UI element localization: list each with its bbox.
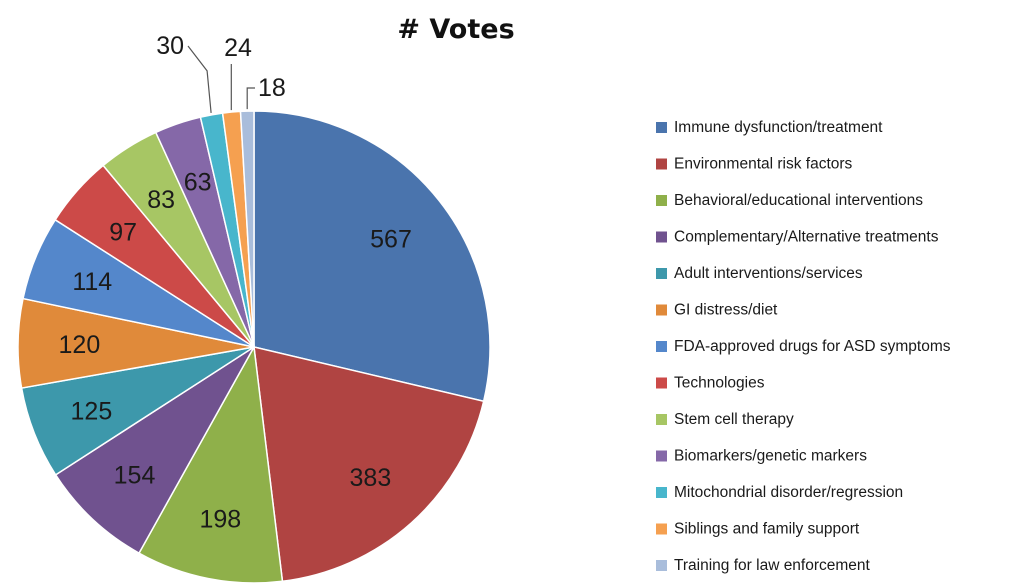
legend-item: GI distress/diet <box>656 302 778 319</box>
legend-swatch <box>656 560 667 571</box>
legend-label: Mitochondrial disorder/regression <box>674 484 903 501</box>
legend-label: Training for law enforcement <box>674 557 871 574</box>
legend-item: Biomarkers/genetic markers <box>656 448 867 465</box>
legend-item: Adult interventions/services <box>656 265 863 282</box>
slice-value-label: 567 <box>370 226 412 254</box>
legend-item: Behavioral/educational interventions <box>656 192 923 209</box>
slice-value-label: 18 <box>258 74 286 102</box>
legend-item: Stem cell therapy <box>656 411 794 428</box>
legend-swatch <box>656 378 667 389</box>
slice-value-label: 198 <box>199 505 241 533</box>
slice-value-label: 63 <box>184 169 212 197</box>
legend-swatch <box>656 451 667 462</box>
slice-value-label: 97 <box>109 218 137 246</box>
legend-label: FDA-approved drugs for ASD symptoms <box>674 338 951 355</box>
legend-item: Immune dysfunction/treatment <box>656 119 883 136</box>
chart-title: # Votes <box>397 14 514 45</box>
legend-item: Environmental risk factors <box>656 156 853 173</box>
legend-label: Stem cell therapy <box>674 411 794 428</box>
legend-item: Complementary/Alternative treatments <box>656 229 939 246</box>
legend-item: Mitochondrial disorder/regression <box>656 484 903 501</box>
legend-item: Siblings and family support <box>656 521 860 538</box>
legend-swatch <box>656 305 667 316</box>
slice-value-label: 120 <box>59 331 101 359</box>
slice-value-label: 24 <box>224 34 252 62</box>
leader-line <box>188 46 211 113</box>
legend-label: Siblings and family support <box>674 521 860 538</box>
legend-swatch <box>656 524 667 535</box>
legend-swatch <box>656 268 667 279</box>
slice-value-label: 154 <box>114 461 156 489</box>
legend-swatch <box>656 487 667 498</box>
legend-label: Complementary/Alternative treatments <box>674 229 939 246</box>
legend-swatch <box>656 159 667 170</box>
legend-label: Adult interventions/services <box>674 265 863 282</box>
legend-swatch <box>656 414 667 425</box>
legend-label: Technologies <box>674 375 765 392</box>
legend-label: Behavioral/educational interventions <box>674 192 923 209</box>
legend-swatch <box>656 122 667 133</box>
legend-swatch <box>656 341 667 352</box>
legend-item: FDA-approved drugs for ASD symptoms <box>656 338 951 355</box>
slice-value-label: 83 <box>147 186 175 214</box>
legend-label: Biomarkers/genetic markers <box>674 448 867 465</box>
slice-value-label: 125 <box>71 398 113 426</box>
slice-value-label: 114 <box>72 268 112 296</box>
legend-label: GI distress/diet <box>674 302 778 319</box>
legend-swatch <box>656 232 667 243</box>
legend: Immune dysfunction/treatment Environmenta… <box>656 119 951 574</box>
legend-label: Immune dysfunction/treatment <box>674 119 883 136</box>
legend-item: Technologies <box>656 375 765 392</box>
slice-value-label: 383 <box>350 464 392 492</box>
leader-line <box>247 88 255 109</box>
legend-label: Environmental risk factors <box>674 156 853 173</box>
legend-item: Training for law enforcement <box>656 557 871 574</box>
slice-value-label: 30 <box>156 32 184 60</box>
legend-swatch <box>656 195 667 206</box>
